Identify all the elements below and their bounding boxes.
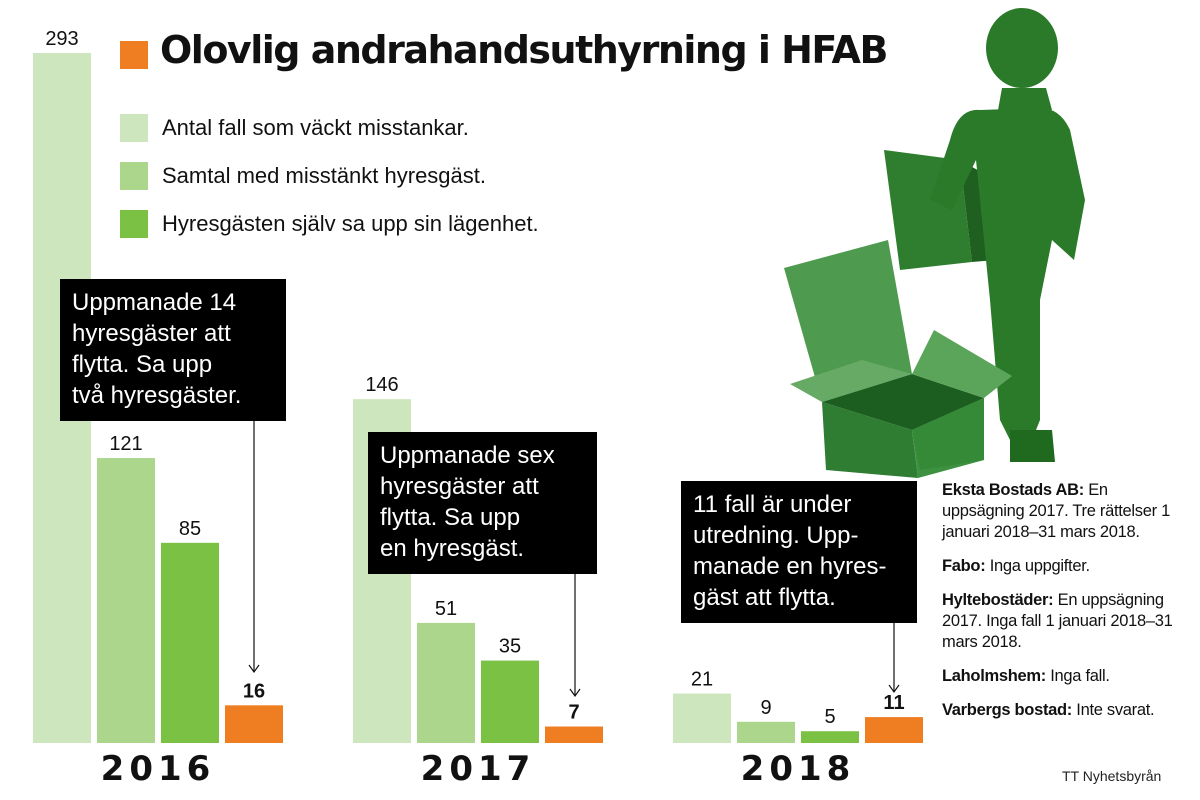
legend-swatch [120, 114, 148, 142]
side-notes: Eksta Bostads AB: En uppsägning 2017. Tr… [942, 480, 1192, 734]
bar-2018-s0 [673, 693, 731, 743]
title-accent-square [120, 41, 148, 69]
bar-value-label: 35 [499, 636, 521, 658]
callout-text: Uppmanade sex hyresgäster att flytta. Sa… [380, 442, 555, 562]
callout-arrow-head [569, 688, 581, 698]
bar-value-label: 121 [109, 433, 142, 455]
callout-text: 11 fall är under utredning. Upp- manade … [693, 491, 887, 611]
bar-value-label: 11 [883, 692, 904, 714]
note-company: Laholmshem: [942, 667, 1046, 685]
bar-value-label: 9 [760, 697, 771, 719]
note-varbergs: Varbergs bostad: Inte svarat. [942, 700, 1192, 721]
bar-2016-s1 [97, 458, 155, 743]
callout-text: Uppmanade 14 hyresgäster att flytta. Sa … [72, 289, 242, 409]
bar-value-label: 293 [45, 28, 78, 50]
bar-2016-s2 [161, 542, 219, 743]
note-laholmshem: Laholmshem: Inga fall. [942, 666, 1192, 687]
callout-2018: 11 fall är under utredning. Upp- manade … [681, 481, 917, 623]
person-with-boxes-illustration [784, 8, 1085, 478]
bar-2017-s3 [545, 726, 603, 743]
category-label-2018: 2018 [741, 749, 856, 789]
note-company: Varbergs bostad: [942, 701, 1072, 719]
bar-2018-s3 [865, 717, 923, 743]
callout-2016: Uppmanade 14 hyresgäster att flytta. Sa … [60, 279, 286, 421]
note-text: En uppsägning 2017. Inga fall 1 januari … [942, 591, 1173, 651]
category-label-2017: 2017 [421, 749, 536, 789]
bar-value-label: 85 [179, 518, 201, 540]
chart-title: Olovlig andrahandsuthyrning i HFAB [160, 28, 888, 72]
category-label-2016: 2016 [101, 749, 216, 789]
legend-item: Antal fall som väckt misstankar. [120, 104, 539, 152]
bar-2017-s2 [481, 660, 539, 743]
note-company: Eksta Bostads AB: [942, 481, 1084, 499]
legend-swatch [120, 162, 148, 190]
legend-label: Antal fall som väckt misstankar. [162, 115, 469, 140]
note-text: En uppsägning 2017. Tre rättelser 1 janu… [942, 481, 1170, 541]
bar-value-label: 146 [365, 374, 398, 396]
bar-value-label: 7 [568, 702, 579, 724]
bar-value-label: 21 [691, 669, 713, 691]
legend-label: Samtal med misstänkt hyresgäst. [162, 163, 487, 188]
bar-value-label: 5 [824, 706, 835, 728]
note-company: Fabo: [942, 557, 986, 575]
bar-value-label: 51 [435, 598, 457, 620]
legend-item: Hyresgästen själv sa upp sin lägenhet. [120, 200, 539, 248]
callout-2017: Uppmanade sex hyresgäster att flytta. Sa… [368, 432, 597, 574]
note-fabo: Fabo: Inga uppgifter. [942, 556, 1192, 577]
source-credit: TT Nyhetsbyrån [1062, 768, 1162, 784]
note-text: Inga fall. [1045, 667, 1110, 685]
bar-2016-s3 [225, 705, 283, 743]
note-text: Inga uppgifter. [985, 557, 1090, 575]
bar-value-label: 16 [243, 680, 265, 702]
callout-arrow-head [888, 684, 900, 694]
note-text: Inte svarat. [1072, 701, 1155, 719]
callout-arrow-head [248, 664, 260, 674]
legend: Antal fall som väckt misstankar. Samtal … [120, 104, 539, 248]
legend-label: Hyresgästen själv sa upp sin lägenhet. [162, 211, 539, 236]
bar-2017-s1 [417, 622, 475, 743]
legend-item: Samtal med misstänkt hyresgäst. [120, 152, 539, 200]
bar-2018-s1 [737, 721, 795, 743]
note-hyltebostader: Hyltebostäder: En uppsägning 2017. Inga … [942, 590, 1192, 653]
legend-swatch [120, 210, 148, 238]
note-eksta: Eksta Bostads AB: En uppsägning 2017. Tr… [942, 480, 1192, 543]
note-company: Hyltebostäder: [942, 591, 1054, 609]
bar-2018-s2 [801, 731, 859, 743]
